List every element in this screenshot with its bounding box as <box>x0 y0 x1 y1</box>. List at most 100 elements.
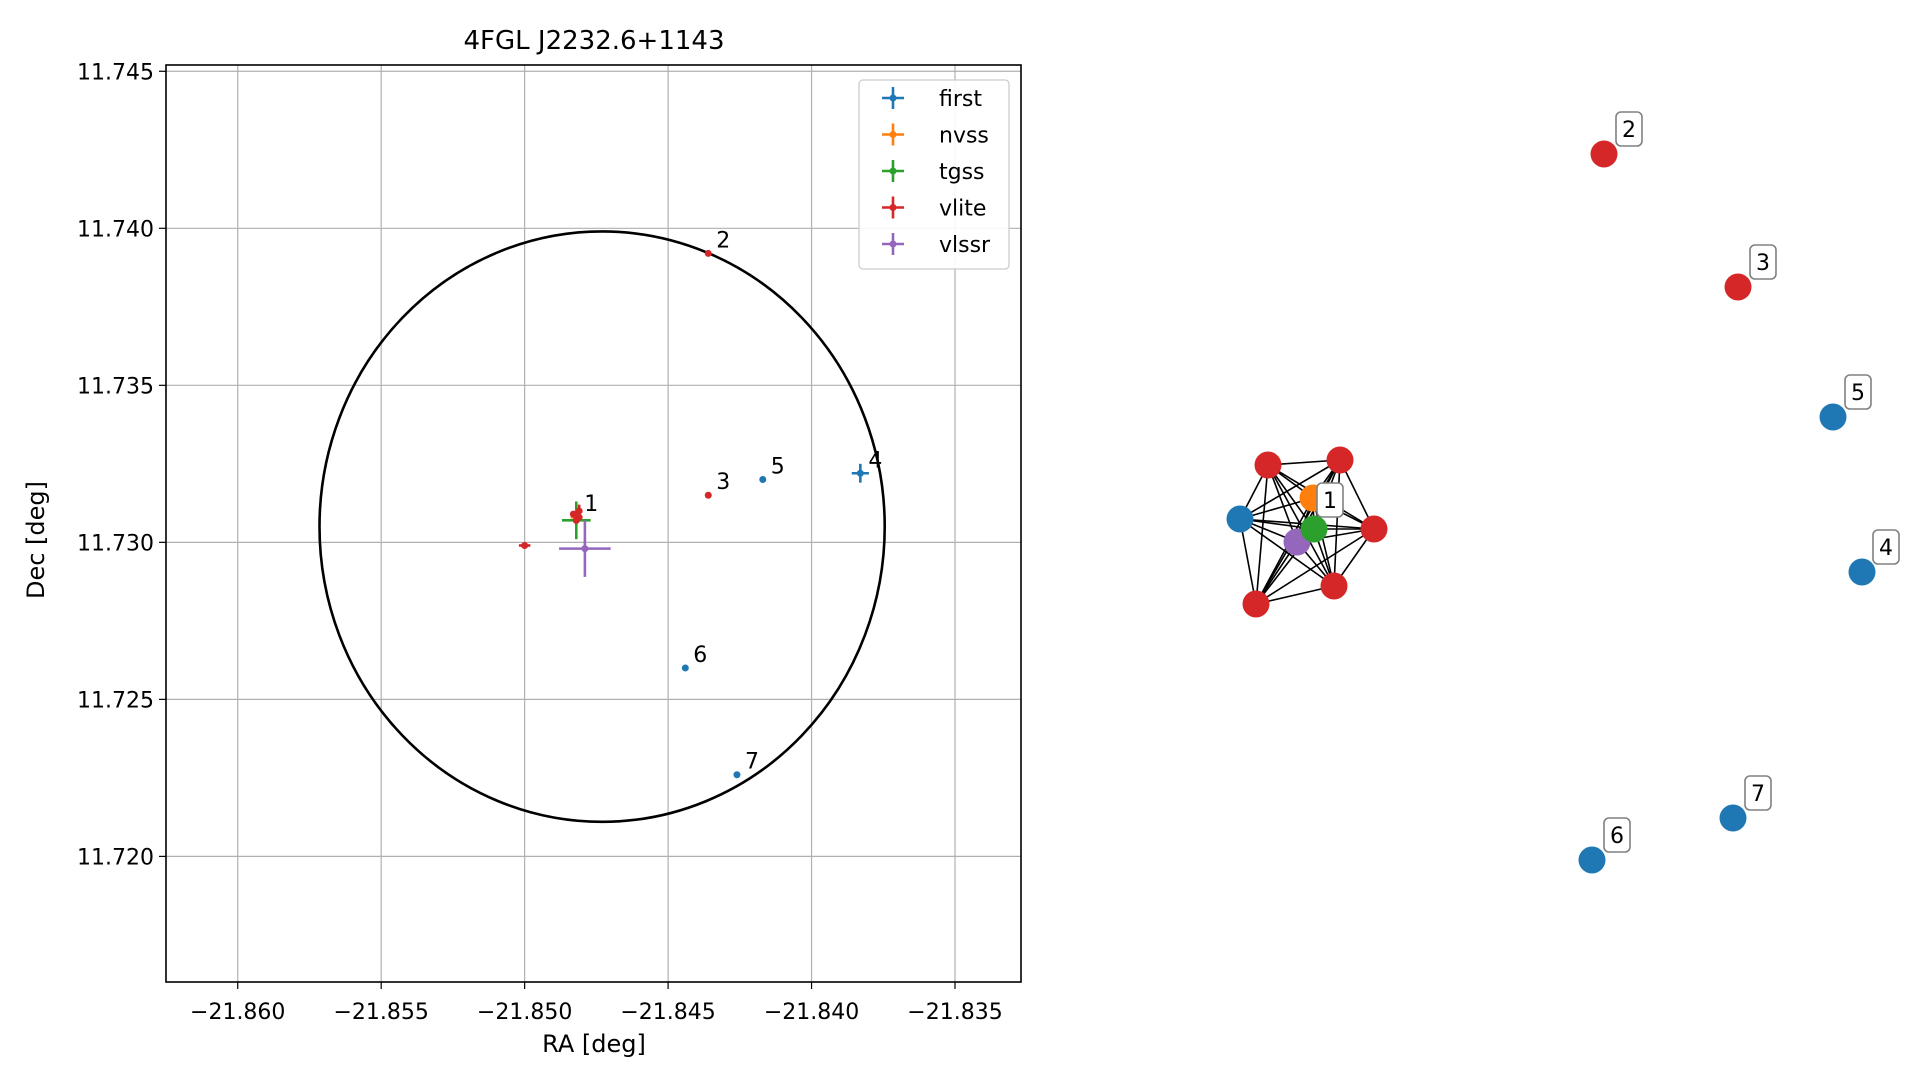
graph-label-box <box>1603 817 1631 853</box>
legend-label: vlite <box>939 197 986 222</box>
graph-label-text: 6 <box>1610 824 1624 849</box>
data-point-vlite <box>569 510 577 518</box>
graph-node-label: 4 <box>1872 529 1900 565</box>
data-point-vlite <box>704 491 712 499</box>
annotation-label: 1 <box>584 492 598 517</box>
point-marker <box>581 545 589 553</box>
plot-frame <box>165 64 1022 983</box>
point-marker <box>733 771 741 779</box>
legend-entry-nvss: nvss <box>882 123 989 149</box>
point-marker <box>681 664 689 672</box>
graph-node-label: 3 <box>1749 244 1777 280</box>
legend-entry-first: first <box>882 87 982 112</box>
graph-node-label: 5 <box>1844 374 1872 410</box>
graph-label-text: 4 <box>1879 536 1893 561</box>
point-marker <box>575 513 583 521</box>
graph-edge <box>1333 459 1341 587</box>
graph-node <box>1719 804 1747 832</box>
graph-edge <box>1239 518 1335 587</box>
annotation-label: 5 <box>771 455 785 480</box>
y-tick-label: 11.740 <box>77 217 154 242</box>
graph-edge <box>1267 464 1298 543</box>
localization-ellipse <box>318 230 887 824</box>
x-tick-label: −21.850 <box>477 1000 572 1025</box>
data-point-vlite <box>518 541 531 549</box>
point-annotations: 1 2 3 4 5 6 7 <box>584 228 882 774</box>
annotation-label: 6 <box>693 643 707 668</box>
graph-label-box <box>1844 374 1872 410</box>
graph-node <box>1300 515 1328 543</box>
annotation-label: 2 <box>716 228 730 253</box>
sky-plot-panel: 4FGL J2232.6+1143 1 2 3 4 5 6 7 −21.860 −21.855… <box>22 26 1022 1058</box>
data-point-vlssr <box>559 520 611 577</box>
legend-marker-dot <box>889 167 897 175</box>
localization-ellipse-path <box>318 230 887 824</box>
graph-edge <box>1239 459 1341 520</box>
graph-label-box <box>1316 482 1344 518</box>
point-marker <box>704 491 712 499</box>
graph-labels: 1 2 3 4 5 6 7 <box>1316 111 1900 853</box>
legend: first nvss tgss vlite vlssr <box>858 79 1010 270</box>
y-tick-label: 11.730 <box>77 531 154 556</box>
graph-node-label: 1 <box>1316 482 1344 518</box>
legend-entry-vlssr: vlssr <box>882 233 991 258</box>
chart-title: 4FGL J2232.6+1143 <box>464 26 725 56</box>
graph-node <box>1578 846 1606 874</box>
legend-label: first <box>939 87 982 112</box>
point-marker <box>569 510 577 518</box>
x-tick-label: −21.860 <box>190 1000 285 1025</box>
legend-marker-dot <box>889 94 897 102</box>
graph-node <box>1226 505 1254 533</box>
graph-label-text: 2 <box>1622 118 1636 143</box>
y-tick-label: 11.735 <box>77 374 154 399</box>
data-points <box>518 249 869 779</box>
legend-label: tgss <box>939 160 985 185</box>
x-tick-label: −21.845 <box>620 1000 715 1025</box>
graph-label-text: 5 <box>1851 381 1865 406</box>
data-point-vlite <box>575 513 583 521</box>
graph-node <box>1819 403 1847 431</box>
annotation-label: 7 <box>745 750 759 775</box>
x-axis-label: RA [deg] <box>542 1030 646 1058</box>
graph-label-text: 3 <box>1756 251 1770 276</box>
legend-entry-vlite: vlite <box>882 196 986 222</box>
graph-edge <box>1255 464 1269 605</box>
legend-marker-dot <box>889 204 897 211</box>
graph-label-text: 1 <box>1323 489 1337 514</box>
graph-node <box>1360 515 1388 543</box>
graph-edge <box>1239 518 1257 605</box>
y-tick-label: 11.725 <box>77 688 154 713</box>
annotation-label: 3 <box>716 470 730 495</box>
graph-node <box>1254 451 1282 479</box>
legend-marker-dot <box>889 240 897 248</box>
association-graph-panel: 1 2 3 4 5 6 7 <box>1226 111 1900 874</box>
point-marker <box>856 469 864 477</box>
graph-node <box>1242 590 1270 618</box>
graph-label-text: 7 <box>1751 782 1765 807</box>
data-point-first <box>681 664 689 672</box>
graph-node <box>1326 446 1354 474</box>
graph-node <box>1320 572 1348 600</box>
y-axis-label: Dec [deg] <box>22 481 50 599</box>
point-marker <box>575 507 583 515</box>
graph-label-box <box>1615 111 1643 147</box>
graph-node <box>1848 558 1876 586</box>
graph-node <box>1590 140 1618 168</box>
graph-edge <box>1255 528 1375 605</box>
graph-edge <box>1255 497 1314 605</box>
legend-label: nvss <box>939 124 989 149</box>
data-point-vlite <box>704 249 712 257</box>
annotation-label: 4 <box>868 448 882 473</box>
graph-node-label: 2 <box>1615 111 1643 147</box>
graph-node-label: 7 <box>1744 775 1772 811</box>
data-point-first <box>851 463 869 483</box>
x-tick-label: −21.855 <box>333 1000 428 1025</box>
point-marker <box>521 541 529 549</box>
graph-label-box <box>1749 244 1777 280</box>
graph-label-box <box>1744 775 1772 811</box>
x-tick-label: −21.835 <box>907 1000 1002 1025</box>
axis-ticks: −21.860 −21.855 −21.850 −21.845 −21.840 −21.8… <box>77 60 1003 1025</box>
legend-entry-tgss: tgss <box>882 160 985 185</box>
point-marker <box>704 249 712 257</box>
